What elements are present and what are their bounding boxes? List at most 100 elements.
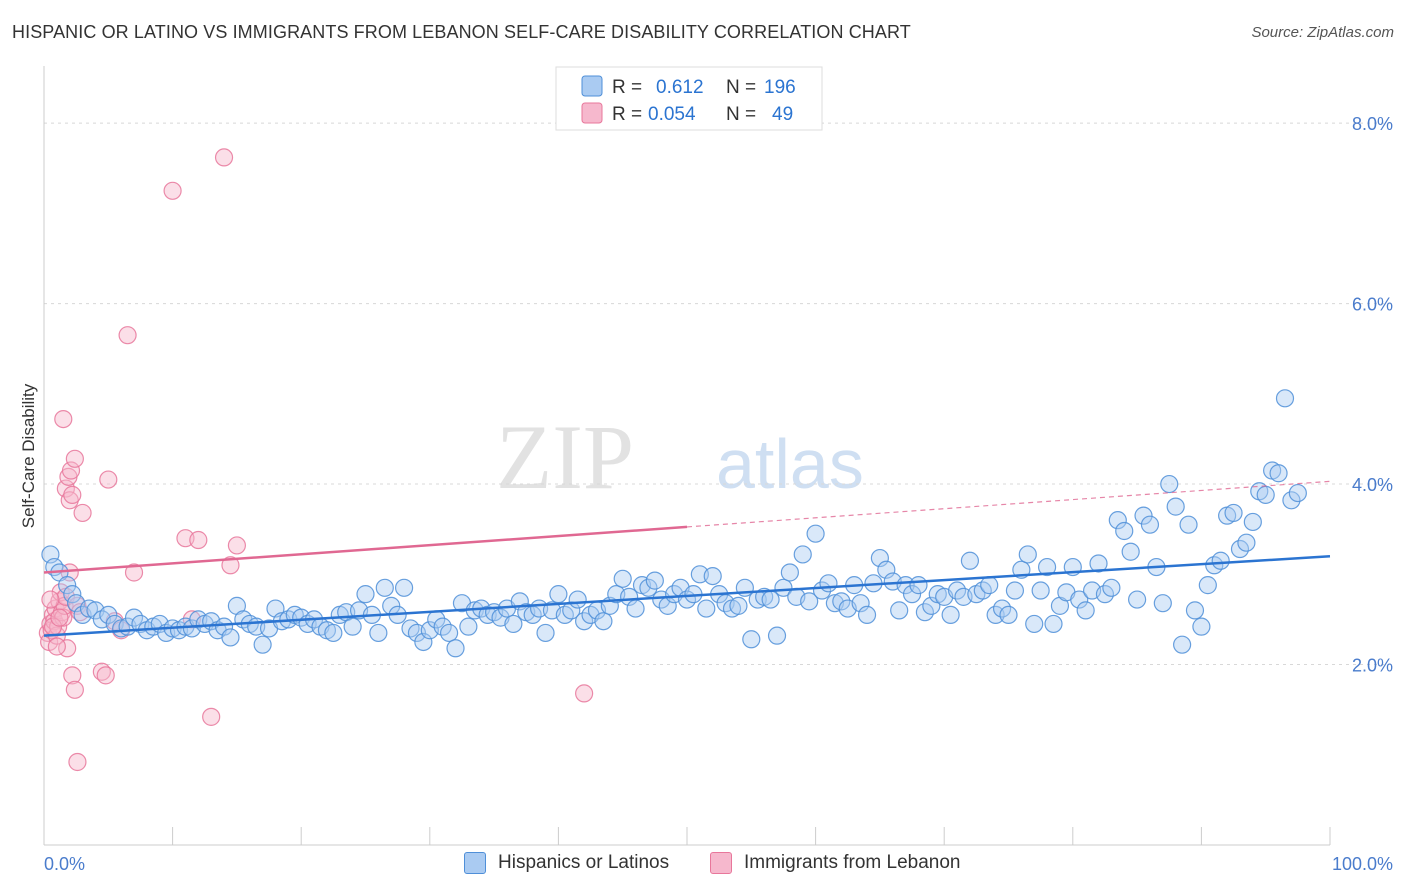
point-hispanic-130 <box>870 548 890 568</box>
grid-lines <box>44 122 1393 666</box>
point-hispanic-133 <box>890 601 909 620</box>
y-axis-label: Self-Care Disability <box>19 383 38 528</box>
chart-title: HISPANIC OR LATINO VS IMMIGRANTS FROM LE… <box>12 22 911 42</box>
point-lebanon-24 <box>61 461 81 480</box>
legend-item-hispanics: Hispanics or Latinos <box>464 852 669 874</box>
point-lebanon-47 <box>221 556 240 575</box>
point-lebanon-28 <box>70 603 90 622</box>
point-lebanon-20 <box>54 409 73 429</box>
point-hispanic-80 <box>549 585 568 604</box>
point-hispanic-188 <box>1243 512 1262 532</box>
point-hispanic-45 <box>324 623 343 643</box>
point-hispanic-154 <box>1025 614 1044 634</box>
point-hispanic-53 <box>375 578 394 597</box>
point-hispanic-176 <box>1166 497 1185 516</box>
stats-r-label-2: R = <box>612 104 642 125</box>
point-hispanic-185 <box>1224 503 1243 523</box>
y-tick-label-2: 6.0% <box>1352 295 1393 315</box>
point-hispanic-134 <box>896 576 915 595</box>
point-hispanic-87 <box>594 612 613 631</box>
point-lebanon-26 <box>65 449 84 468</box>
x-axis-ticks <box>43 827 1331 845</box>
point-hispanic-128 <box>857 605 877 625</box>
stats-n-label-2: N = <box>726 104 756 125</box>
y-tick-label-3: 8.0% <box>1352 114 1393 134</box>
point-lebanon-40 <box>124 563 144 582</box>
point-lebanon-48 <box>227 536 246 555</box>
point-hispanic-161 <box>1070 590 1089 609</box>
point-lebanon-49 <box>575 684 594 703</box>
point-hispanic-174 <box>1153 594 1172 613</box>
point-hispanic-56 <box>394 578 414 597</box>
point-hispanic-119 <box>800 592 819 611</box>
point-hispanic-172 <box>1140 515 1160 534</box>
stats-legend: R = 0.612 N = 196 R = 0.054 N = 49 <box>555 66 823 131</box>
point-hispanic-104 <box>703 566 722 586</box>
point-hispanic-141 <box>941 605 960 625</box>
watermark-atlas: atlas <box>716 425 864 503</box>
point-hispanic-90 <box>613 569 632 588</box>
point-hispanic-122 <box>819 574 838 593</box>
point-hispanic-3 <box>58 576 77 595</box>
y-axis-tick-labels: 2.0% 4.0% 6.0% 8.0% <box>1352 114 1393 675</box>
point-lebanon-25 <box>63 485 82 504</box>
point-lebanon-36 <box>99 470 118 489</box>
trend-line-hispanic <box>43 554 1331 637</box>
x-tick-label-max: 100.0% <box>1332 854 1393 874</box>
point-hispanic-29 <box>221 628 240 647</box>
legend-swatch-blue <box>464 852 486 874</box>
point-hispanic-78 <box>536 623 555 643</box>
stats-r-label-1: R = <box>612 77 642 98</box>
stats-n-value-1: 196 <box>764 77 796 98</box>
point-hispanic-12 <box>112 619 131 638</box>
point-hispanic-180 <box>1192 617 1211 636</box>
point-hispanic-168 <box>1115 521 1134 541</box>
point-hispanic-155 <box>1031 581 1050 600</box>
point-hispanic-59 <box>414 632 433 652</box>
point-hispanic-178 <box>1179 515 1198 534</box>
point-hispanic-118 <box>793 545 812 564</box>
point-hispanic-162 <box>1076 601 1095 620</box>
y-tick-label-0: 2.0% <box>1352 656 1393 676</box>
point-hispanic-194 <box>1282 491 1301 510</box>
point-hispanic-66 <box>459 617 478 636</box>
point-hispanic-103 <box>697 599 716 618</box>
point-hispanic-116 <box>780 563 799 582</box>
point-hispanic-50 <box>356 585 375 604</box>
point-hispanic-114 <box>767 626 787 645</box>
point-hispanic-64 <box>446 639 465 658</box>
point-hispanic-177 <box>1173 635 1192 654</box>
legend-label-hispanics: Hispanics or Latinos <box>498 852 670 873</box>
point-lebanon-19 <box>50 608 69 627</box>
point-hispanic-131 <box>877 560 896 579</box>
point-hispanic-192 <box>1269 464 1288 483</box>
point-hispanic-167 <box>1108 511 1127 530</box>
point-hispanic-34 <box>253 635 272 654</box>
point-hispanic-179 <box>1185 601 1205 620</box>
point-lebanon-32 <box>65 680 84 699</box>
point-hispanic-138 <box>922 596 941 615</box>
x-tick-label-min: 0.0% <box>44 854 85 874</box>
point-hispanic-147 <box>980 576 999 595</box>
point-lebanon-18 <box>47 637 66 656</box>
point-hispanic-92 <box>626 599 645 618</box>
bottom-legend: Hispanics or Latinos Immigrants from Leb… <box>0 852 1406 878</box>
point-hispanic-73 <box>504 614 523 634</box>
point-hispanic-94 <box>639 578 658 597</box>
point-lebanon-31 <box>63 666 82 685</box>
point-hispanic-124 <box>832 592 851 611</box>
legend-item-lebanon: Immigrants from Lebanon <box>710 852 961 874</box>
point-hispanic-144 <box>960 551 980 570</box>
point-lebanon-29 <box>73 503 92 523</box>
stats-r-value-1: 0.612 <box>656 77 704 98</box>
point-hispanic-153 <box>1018 545 1037 564</box>
point-hispanic-157 <box>1044 614 1063 634</box>
stats-n-value-2: 49 <box>772 104 793 125</box>
point-hispanic-181 <box>1198 576 1217 595</box>
point-hispanic-115 <box>774 578 793 597</box>
source-label: Source: ZipAtlas.com <box>1251 24 1394 41</box>
point-hispanic-52 <box>369 623 388 643</box>
point-lebanon-39 <box>118 326 137 345</box>
point-hispanic-95 <box>645 571 664 590</box>
